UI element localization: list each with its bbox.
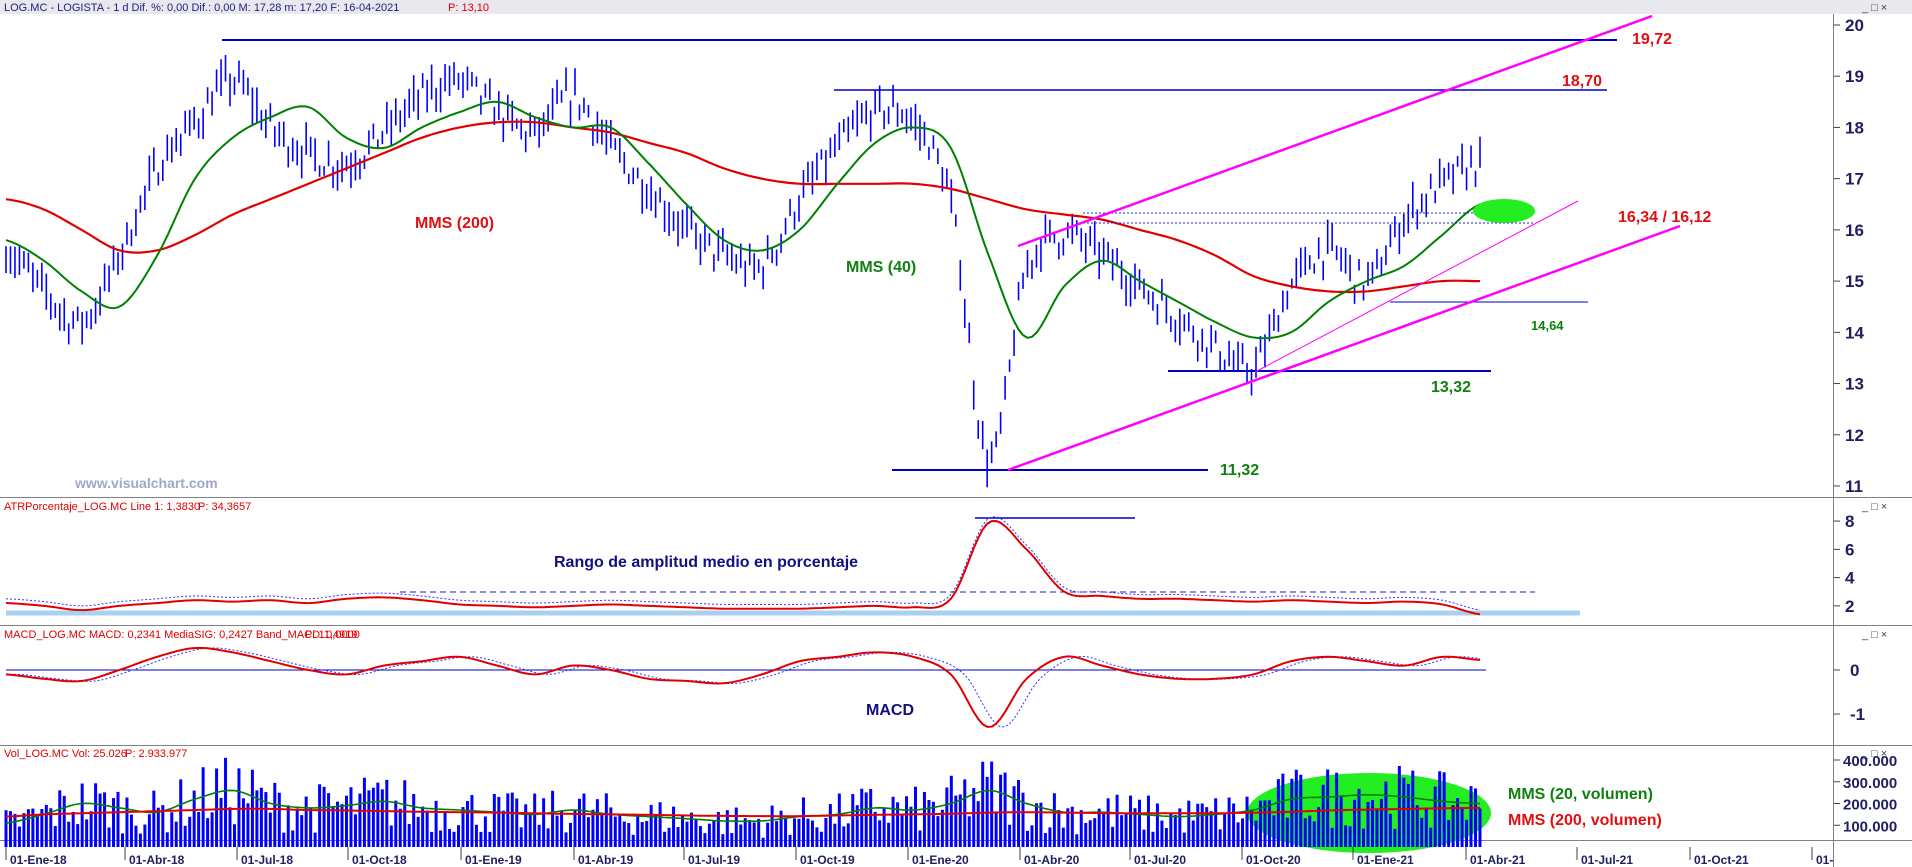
price-axis-label: 15 (1845, 272, 1864, 291)
date-axis-label: 01-Oct-18 (352, 853, 407, 867)
atr-header-p: P: 34,3657 (198, 501, 251, 513)
channel-lower (1007, 224, 1681, 472)
mms40-label: MMS (40) (846, 259, 916, 276)
price-axis-label: 14 (1845, 323, 1864, 342)
price-window-controls[interactable]: _ □ × (1861, 2, 1887, 14)
price-axis-label: 18 (1845, 118, 1864, 137)
date-axis-label: 01-Jul-21 (1581, 853, 1633, 867)
date-axis-label: 01-Oct-19 (800, 853, 855, 867)
date-axis-label: 01-Abr-18 (129, 853, 185, 867)
date-axis-label: 01-Ene-19 (465, 853, 522, 867)
macd-pane: 0 -1 (5, 646, 1865, 728)
level-label-1634: 16,34 / 16,12 (1618, 209, 1712, 226)
macd-title: MACD (866, 702, 914, 719)
vol-axis-label: 200.000 (1843, 797, 1897, 814)
date-axis-label: 01-Jul-20 (1134, 853, 1186, 867)
level-lines (222, 39, 1617, 471)
macd-line (5, 646, 1481, 728)
date-axis-label: 01-Ene-21 (1357, 853, 1414, 867)
vol-header-text: Vol_LOG.MC Vol: 25.026 (4, 748, 127, 760)
atr-axis-label: 8 (1845, 512, 1854, 531)
date-axis-label: 01-Ene-20 (912, 853, 969, 867)
price-lines (5, 100, 1481, 340)
price-header-p: P: 13,10 (448, 2, 489, 14)
date-axis-label: 01-Abr-21 (1470, 853, 1526, 867)
date-axis-label: 01-Abr-19 (578, 853, 634, 867)
trend-channel (1007, 14, 1681, 472)
atr-pane: 2 4 6 8 (5, 512, 1855, 616)
price-axis-label: 12 (1845, 426, 1864, 445)
price-axis-label: 17 (1845, 170, 1864, 189)
macd-header-p: P: 11,4919 (305, 629, 357, 641)
date-axis-label: 01-Abr-20 (1024, 853, 1080, 867)
macd-header-text: MACD_LOG.MC MACD: 0,2341 MediaSIG: 0,242… (4, 629, 360, 641)
date-axis-label: 01-Jul-19 (688, 853, 740, 867)
level-label-1870: 18,70 (1562, 73, 1602, 90)
date-axis-label: 01-Oct-20 (1246, 853, 1301, 867)
mms200-label: MMS (200) (415, 215, 494, 232)
mms200-line (5, 120, 1480, 294)
atr-axis-label: 2 (1845, 597, 1854, 616)
vol-mms20-label: MMS (20, volumen) (1508, 786, 1653, 803)
atr-axis-label: 4 (1845, 569, 1855, 588)
macd-window-controls[interactable]: _ □ × (1861, 629, 1887, 641)
channel-inner (1254, 200, 1579, 373)
atr-line (5, 519, 1481, 616)
date-axis-label: 01-Ene-18 (10, 853, 67, 867)
price-header-bar (0, 0, 1912, 14)
date-axis-label: 01-Oct-21 (1694, 853, 1749, 867)
atr-signal-line (5, 516, 1481, 611)
mms40-line (5, 100, 1481, 340)
level-label-1332: 13,32 (1431, 379, 1471, 396)
price-axis-label: 13 (1845, 375, 1864, 394)
price-axis-label: 16 (1845, 221, 1864, 240)
vol-window-controls[interactable]: _ □ × (1861, 748, 1887, 760)
price-axis-label: 20 (1845, 16, 1864, 35)
price-axis-label: 11 (1845, 477, 1863, 496)
level-label-1132: 11,32 (1220, 462, 1259, 479)
volume-pane: 100.000 200.000 300.000 400.000 (4, 753, 1897, 853)
atr-header-text: ATRPorcentaje_LOG.MC Line 1: 1,3830 (4, 501, 200, 513)
price-axis-label: 19 (1845, 67, 1864, 86)
vol-axis-label: 400.000 (1843, 753, 1897, 770)
vol-axis-label: 100.000 (1843, 818, 1897, 835)
atr-title: Rango de amplitud medio en porcentaje (554, 554, 858, 571)
channel-upper (1017, 14, 1653, 248)
vol-header-p: P: 2.933.977 (125, 748, 187, 760)
price-header-text: LOG.MC - LOGISTA - 1 d Dif. %: 0,00 Dif.… (4, 2, 399, 14)
level-label-1464: 14,64 (1531, 318, 1564, 333)
breakout-highlight (1473, 199, 1535, 223)
macd-axis-label: 0 (1850, 661, 1859, 680)
vol-mms200-line (5, 806, 1480, 818)
vol-mms200-label: MMS (200, volumen) (1508, 812, 1662, 829)
level-label-1972: 19,72 (1632, 31, 1672, 48)
macd-axis-label: -1 (1850, 705, 1865, 724)
date-axis-label: 01-Jul-18 (241, 853, 293, 867)
vol-axis-label: 300.000 (1843, 775, 1897, 792)
date-axis-label: 01- (1816, 853, 1833, 867)
watermark: www.visualchart.com (74, 475, 218, 491)
atr-window-controls[interactable]: _ □ × (1861, 501, 1887, 513)
price-axis: 11 12 13 14 15 16 17 18 19 20 (1834, 16, 1864, 496)
atr-axis-label: 6 (1845, 540, 1854, 559)
date-axis: 01-Ene-18 01-Abr-18 01-Jul-18 01-Oct-18 01-E… (5, 847, 1833, 867)
